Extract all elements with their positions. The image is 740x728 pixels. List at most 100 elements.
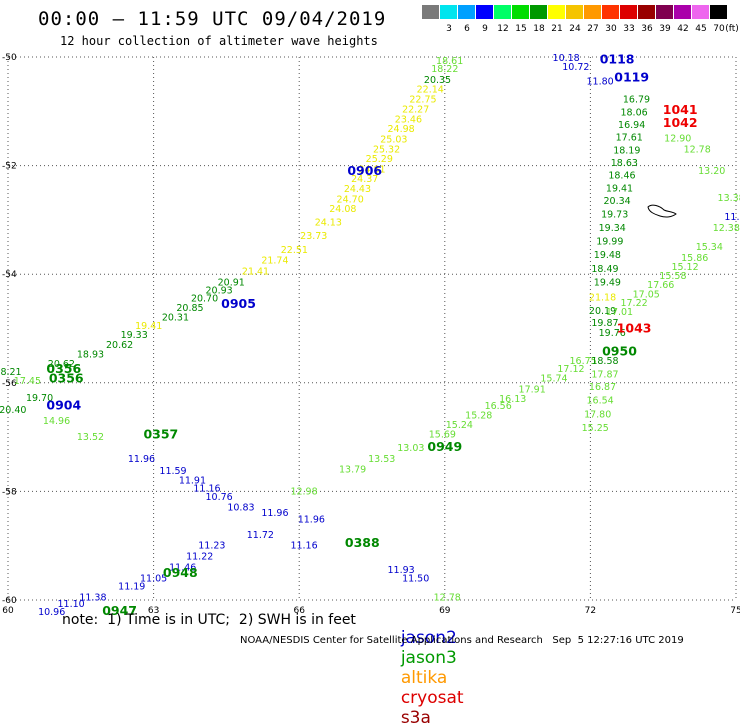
wave-height-reading: 15.58 [659, 271, 686, 282]
pass-time-label: 0947 [102, 603, 137, 618]
wave-height-reading: 18.61 [436, 56, 463, 67]
wave-height-map: -50-52-54-56-58-60 60 63 66 69 72 75 18.6118.… [0, 52, 740, 618]
wave-height-reading: 20.62 [106, 340, 133, 351]
wave-height-reading: 24.70 [337, 194, 364, 205]
wave-height-reading: 19.76 [599, 328, 626, 339]
credit-line: NOAA/NESDIS Center for Satellite Applica… [240, 635, 684, 646]
wave-height-reading: 11.96 [724, 212, 740, 223]
pass-time-label: 1042 [663, 115, 698, 130]
wave-height-reading: 11.10 [57, 599, 84, 610]
wave-height-reading: 17.01 [606, 307, 633, 318]
legend-swatch [656, 5, 674, 19]
pass-time-label: 0119 [614, 70, 649, 85]
footer-note: note: 1) Time is in UTC; 2) SWH is in fe… [62, 612, 356, 628]
wave-height-reading: 18.58 [591, 356, 618, 367]
pass-time-label: 0949 [427, 439, 462, 454]
legend-swatch [440, 5, 458, 19]
wave-height-reading: 20.93 [206, 285, 233, 296]
pass-time-label: 0948 [163, 565, 198, 580]
longitude-label: 66 [293, 606, 305, 616]
wave-height-reading: 19.33 [121, 330, 148, 341]
wave-height-reading: 16.87 [589, 382, 616, 393]
legend-label: 6 [464, 24, 470, 34]
legend-swatch [566, 5, 584, 19]
wave-height-reading: 13.20 [698, 166, 725, 177]
wave-height-reading: 11.96 [128, 454, 155, 465]
wave-height-reading: 11.72 [247, 530, 274, 541]
legend-unit: (ft) [725, 24, 739, 34]
wave-height-reading: 10.72 [562, 62, 589, 73]
wave-height-reading: 17.12 [557, 364, 584, 375]
wave-height-reading: 19.34 [599, 223, 626, 234]
wave-height-reading: 12.98 [290, 486, 317, 497]
satellite-s3a: s3a [400, 708, 431, 728]
wave-height-reading: 10.76 [206, 492, 233, 503]
wave-height-reading: 23.73 [300, 231, 327, 242]
island-outline [647, 204, 677, 218]
wave-height-reading: 18.93 [77, 350, 104, 361]
observation-labels: 18.6118.2220.3522.1422.7522.2723.4624.98… [0, 53, 740, 618]
longitude-label: 63 [148, 606, 159, 616]
wave-height-reading: 11.05 [140, 573, 167, 584]
longitude-labels: 60 63 66 69 72 75 [2, 606, 740, 616]
wave-height-reading: 20.40 [0, 405, 26, 416]
pass-time-label: 1041 [663, 102, 698, 117]
wave-height-reading: 16.56 [485, 401, 512, 412]
page-subtitle: 12 hour collection of altimeter wave hei… [60, 34, 378, 48]
wave-height-reading: 13.79 [339, 465, 366, 476]
longitude-label: 75 [730, 606, 740, 616]
legend-swatch [584, 5, 602, 19]
wave-height-reading: 25.32 [373, 144, 400, 155]
wave-height-reading: 11.46 [169, 562, 196, 573]
wave-height-reading: 18.46 [608, 170, 635, 181]
wave-height-reading: 23.46 [395, 114, 422, 125]
legend-swatch [692, 5, 710, 19]
satellite-legend: jason2 jason3 altika cryosat s3a [390, 608, 473, 728]
wave-height-reading: 11.38 [79, 592, 106, 603]
wave-height-reading: 13.38 [718, 193, 740, 204]
legend-swatch [674, 5, 692, 19]
pass-time-label: 0356 [49, 370, 84, 385]
wave-height-reading: 20.35 [424, 75, 451, 86]
legend-label: 18 [533, 24, 545, 34]
wave-height-reading: 24.08 [329, 204, 356, 215]
legend-label: 21 [551, 24, 563, 34]
wave-height-reading: 20.70 [191, 294, 218, 305]
wave-height-reading: 12.78 [434, 592, 461, 603]
wave-height-reading: 15.25 [582, 423, 609, 434]
wave-height-reading: 25.03 [380, 135, 407, 146]
wave-height-reading: 16.94 [618, 120, 645, 131]
wave-height-reading: 12.38 [713, 223, 740, 234]
pass-time-label: 0388 [345, 535, 380, 550]
wave-height-reading: 18.49 [591, 264, 618, 275]
legend-swatch [512, 5, 530, 19]
wave-height-reading: 17.91 [519, 384, 546, 395]
pass-time-label: 0906 [347, 163, 382, 178]
satellite-cryosat: cryosat [400, 688, 464, 708]
wave-height-reading: 18.22 [431, 64, 458, 75]
wave-height-reading: 17.05 [633, 289, 660, 300]
wave-height-reading: 19.48 [594, 250, 621, 261]
wave-height-reading: 13.53 [368, 454, 395, 465]
legend-swatch [422, 5, 440, 19]
longitude-label: 69 [439, 606, 451, 616]
wave-height-reading: 22.27 [402, 105, 429, 116]
wave-height-reading: 19.41 [606, 183, 633, 194]
legend-swatch [638, 5, 656, 19]
wave-height-reading: 19.49 [594, 277, 621, 288]
wave-height-reading: 12.90 [664, 133, 691, 144]
longitude-label: 60 [2, 606, 14, 616]
legend-label: 27 [587, 24, 599, 34]
wave-height-reading: 10.96 [38, 607, 65, 618]
wave-height-reading: 12.78 [684, 144, 711, 155]
wave-height-reading: 19.73 [601, 209, 628, 220]
wave-height-reading: 24.43 [344, 184, 371, 195]
wave-height-reading: 25.29 [366, 154, 393, 165]
wave-height-reading: 16.54 [587, 396, 614, 407]
latitude-label: -54 [2, 270, 17, 280]
wave-height-reading: 20.31 [162, 313, 189, 324]
wave-height-reading: 17.22 [620, 298, 647, 309]
legend-label: 33 [623, 24, 635, 34]
wave-height-reading: 22.51 [281, 245, 308, 256]
